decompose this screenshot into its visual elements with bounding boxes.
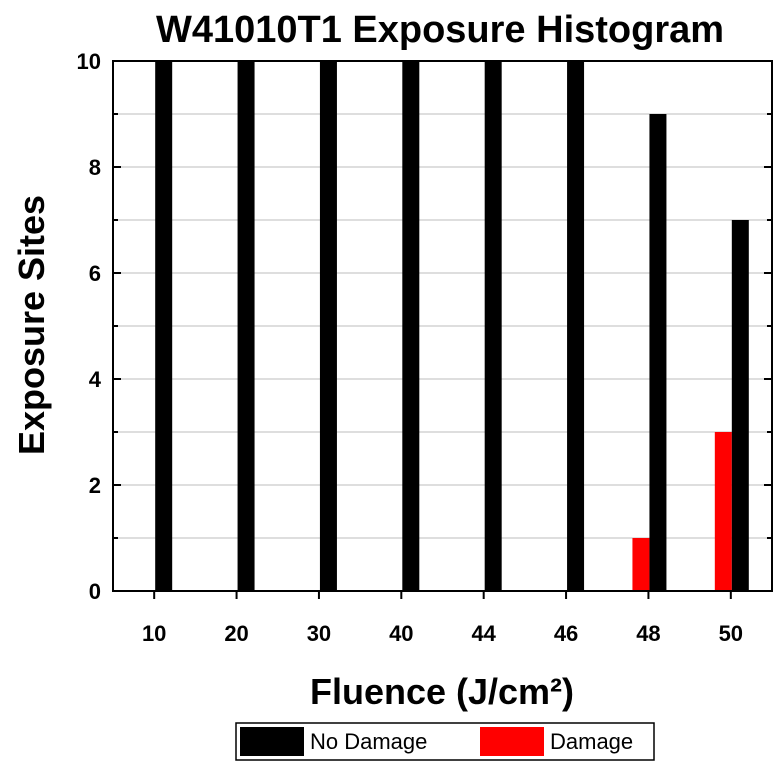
legend-swatch-no-damage — [240, 727, 304, 756]
x-tick-label: 20 — [224, 621, 248, 646]
y-tick-label: 8 — [89, 155, 101, 180]
damage-bar — [632, 538, 650, 591]
y-axis-label: Exposure Sites — [11, 195, 52, 455]
legend-swatch-damage — [480, 727, 544, 756]
x-tick-label: 30 — [307, 621, 331, 646]
x-tick-label: 48 — [636, 621, 660, 646]
y-tick-label: 10 — [77, 49, 101, 74]
y-tick-label: 6 — [89, 261, 101, 286]
damage-bar — [714, 432, 732, 591]
no-damage-bar — [731, 220, 749, 591]
grid-layer — [113, 113, 772, 539]
y-tick-label: 4 — [89, 367, 102, 392]
x-axis-label: Fluence (J/cm²) — [310, 671, 574, 712]
no-damage-bar — [484, 61, 502, 591]
legend-label-no-damage: No Damage — [310, 729, 427, 754]
x-tick-label: 50 — [719, 621, 743, 646]
no-damage-bar — [319, 61, 337, 591]
x-tick-label: 46 — [554, 621, 578, 646]
y-tick-label: 0 — [89, 579, 101, 604]
y-tick-label: 2 — [89, 473, 101, 498]
y-axis: 0 2 4 6 8 10 — [77, 49, 772, 604]
x-tick-label: 10 — [142, 621, 166, 646]
legend: No Damage Damage — [235, 722, 655, 761]
no-damage-bar — [567, 61, 585, 591]
legend-label-damage: Damage — [550, 729, 633, 754]
x-tick-label: 44 — [471, 621, 496, 646]
no-damage-bar — [155, 61, 173, 591]
no-damage-bar — [402, 61, 420, 591]
bars-layer — [155, 61, 749, 591]
x-axis: 10 20 30 40 44 46 48 50 — [142, 591, 743, 646]
no-damage-bar — [649, 114, 667, 591]
x-tick-label: 40 — [389, 621, 413, 646]
legend-box — [235, 722, 655, 761]
no-damage-bar — [237, 61, 255, 591]
chart-title: W41010T1 Exposure Histogram — [156, 9, 724, 51]
